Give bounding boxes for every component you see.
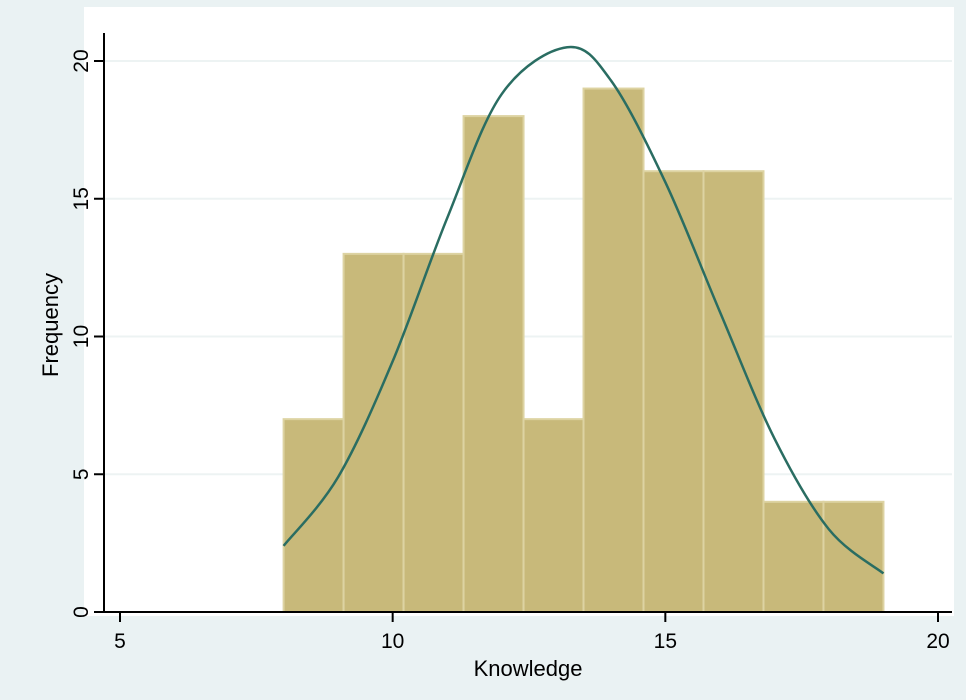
y-tick-label-15: 15 bbox=[70, 187, 93, 210]
histogram-bar-5 bbox=[522, 418, 585, 613]
x-tick-label-15: 15 bbox=[654, 630, 677, 653]
x-tick-label-5: 5 bbox=[114, 630, 126, 653]
x-axis-tick-labels: 5 10 15 20 bbox=[114, 630, 950, 653]
axes bbox=[94, 33, 952, 622]
y-tick-label-10: 10 bbox=[70, 325, 93, 348]
x-tick-label-10: 10 bbox=[381, 630, 404, 653]
histogram-bar-7 bbox=[642, 170, 705, 613]
y-axis-title: Frequency bbox=[38, 273, 63, 377]
x-tick-label-20: 20 bbox=[926, 630, 949, 653]
histogram-bar-6 bbox=[582, 87, 645, 614]
histogram-bar-9 bbox=[762, 500, 825, 613]
y-tick-label-20: 20 bbox=[70, 49, 93, 72]
normal-density-curve bbox=[282, 45, 885, 575]
y-tick-label-5: 5 bbox=[70, 468, 93, 480]
histogram-bar-2 bbox=[342, 252, 405, 613]
histogram-bar-4 bbox=[462, 115, 525, 613]
histogram-bar-1 bbox=[282, 418, 345, 613]
histogram-bar-10 bbox=[822, 500, 885, 613]
y-tick-label-0: 0 bbox=[70, 606, 93, 618]
x-axis-title: Knowledge bbox=[474, 656, 583, 681]
y-axis-tick-labels: 0 5 10 15 20 bbox=[70, 49, 93, 618]
